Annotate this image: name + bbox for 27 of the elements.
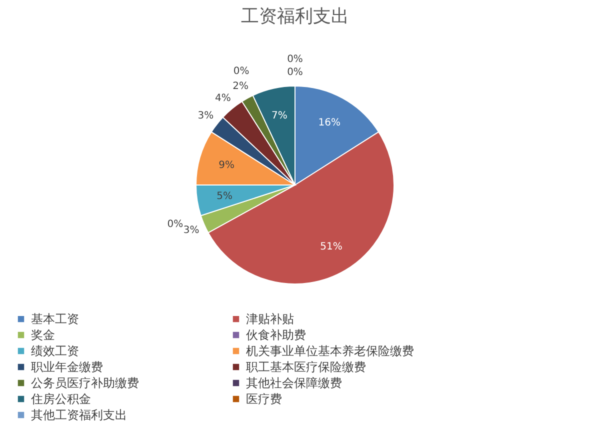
- data-label: 5%: [216, 191, 233, 202]
- text: 0%: [233, 66, 250, 77]
- data-label: 7%: [272, 110, 288, 122]
- data-label: 51%: [320, 241, 342, 252]
- legend-label: 公务员医疗补助缴费: [31, 376, 139, 390]
- data-label: 16%: [318, 118, 340, 129]
- data-label: 3%: [198, 110, 214, 122]
- data-label: 9%: [218, 160, 234, 172]
- data-label: 2%: [232, 80, 248, 92]
- text: 0%: [287, 54, 303, 65]
- legend-label: 职工基本医疗保险缴费: [246, 360, 366, 374]
- legend-label: 住房公积金: [30, 392, 91, 406]
- legend-label: 奖金: [31, 328, 55, 342]
- legend-label: 职业年金缴费: [31, 360, 103, 374]
- chart-title: 工资福利支出: [241, 6, 349, 27]
- text: 0%: [167, 218, 184, 230]
- data-label: 3%: [183, 224, 200, 236]
- legend-label: 其他工资福利支出: [31, 408, 127, 422]
- legend-label: 基本工资: [31, 312, 79, 326]
- legend-label: 伙食补助费: [246, 328, 306, 342]
- legend-label: 绩效工资: [31, 344, 79, 358]
- legend-label: 其他社会保障缴费: [246, 376, 342, 390]
- text: 0%: [287, 67, 303, 78]
- legend-label: 医疗费: [246, 392, 282, 406]
- legend-label: 津贴补贴: [246, 312, 294, 326]
- data-label: 4%: [215, 92, 231, 104]
- legend-label: 机关事业单位基本养老保险缴费: [246, 344, 414, 358]
